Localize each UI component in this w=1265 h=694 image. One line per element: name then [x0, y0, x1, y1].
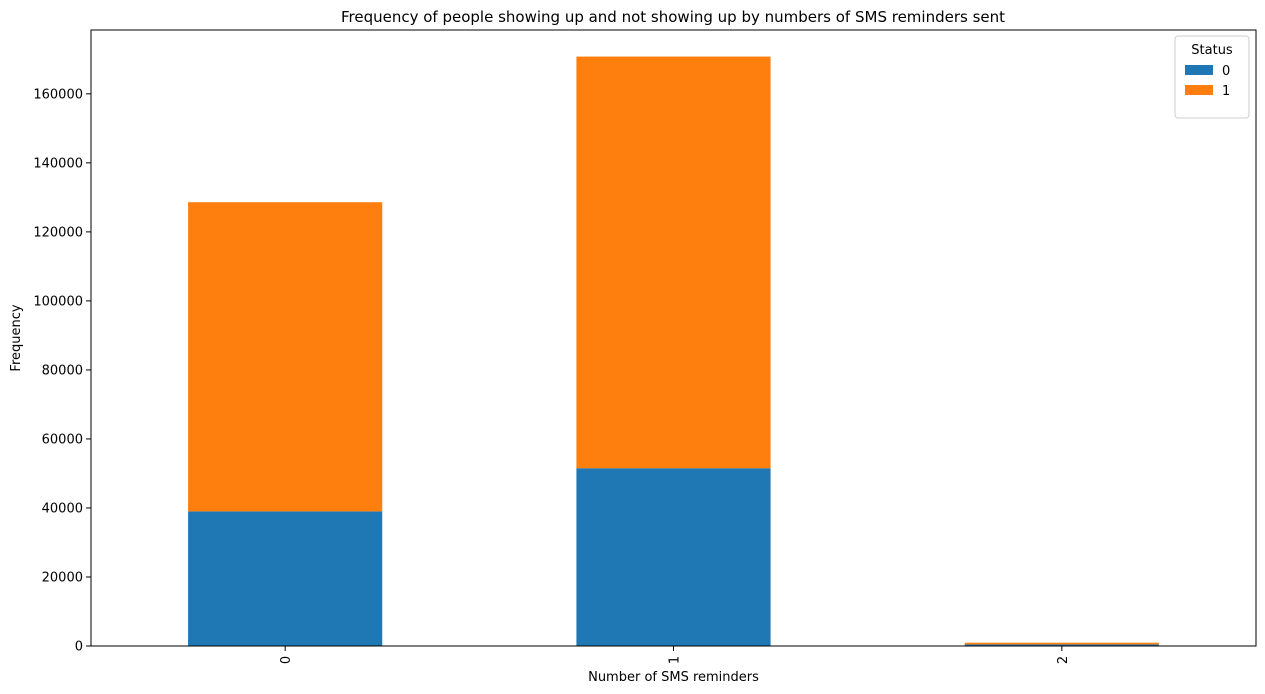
- legend-label-1: 1: [1222, 84, 1230, 99]
- y-tick-label: 20000: [42, 570, 83, 585]
- x-axis: 0 1 2: [279, 646, 1071, 664]
- x-tick-label: 2: [1056, 656, 1071, 664]
- legend-swatch-0: [1185, 65, 1213, 75]
- bar-category-1-status-0: [576, 468, 771, 646]
- y-tick-label: 0: [75, 640, 83, 655]
- y-tick-label: 40000: [42, 501, 83, 516]
- x-tick-label: 0: [279, 656, 294, 664]
- legend: Status 0 1: [1174, 35, 1250, 119]
- y-tick-label: 80000: [42, 363, 83, 378]
- bars-group: [188, 56, 1159, 646]
- bar-category-0-status-1: [188, 202, 383, 512]
- plot-area-frame: [90, 29, 1257, 647]
- x-axis-label: Number of SMS reminders: [588, 670, 759, 685]
- legend-title: Status: [1191, 43, 1233, 58]
- x-tick-label: 1: [668, 656, 683, 664]
- bar-category-0-status-0: [188, 511, 383, 646]
- y-axis: 0 20000 40000 60000 80000 100000 120000 140000 1…: [33, 87, 91, 655]
- legend-label-0: 0: [1222, 64, 1230, 79]
- y-tick-label: 160000: [33, 87, 83, 102]
- y-tick-label: 120000: [33, 225, 83, 240]
- y-tick-label: 140000: [33, 156, 83, 171]
- y-tick-label: 100000: [33, 294, 83, 309]
- bar-category-2-status-0: [964, 644, 1159, 646]
- chart-title: Frequency of people showing up and not s…: [341, 8, 1005, 26]
- legend-swatch-1: [1185, 85, 1213, 95]
- bar-category-2-status-1: [964, 642, 1159, 645]
- y-tick-label: 60000: [42, 432, 83, 447]
- legend-box: [1174, 35, 1250, 119]
- y-axis-label: Frequency: [9, 304, 24, 371]
- bar-category-1-status-1: [576, 56, 771, 469]
